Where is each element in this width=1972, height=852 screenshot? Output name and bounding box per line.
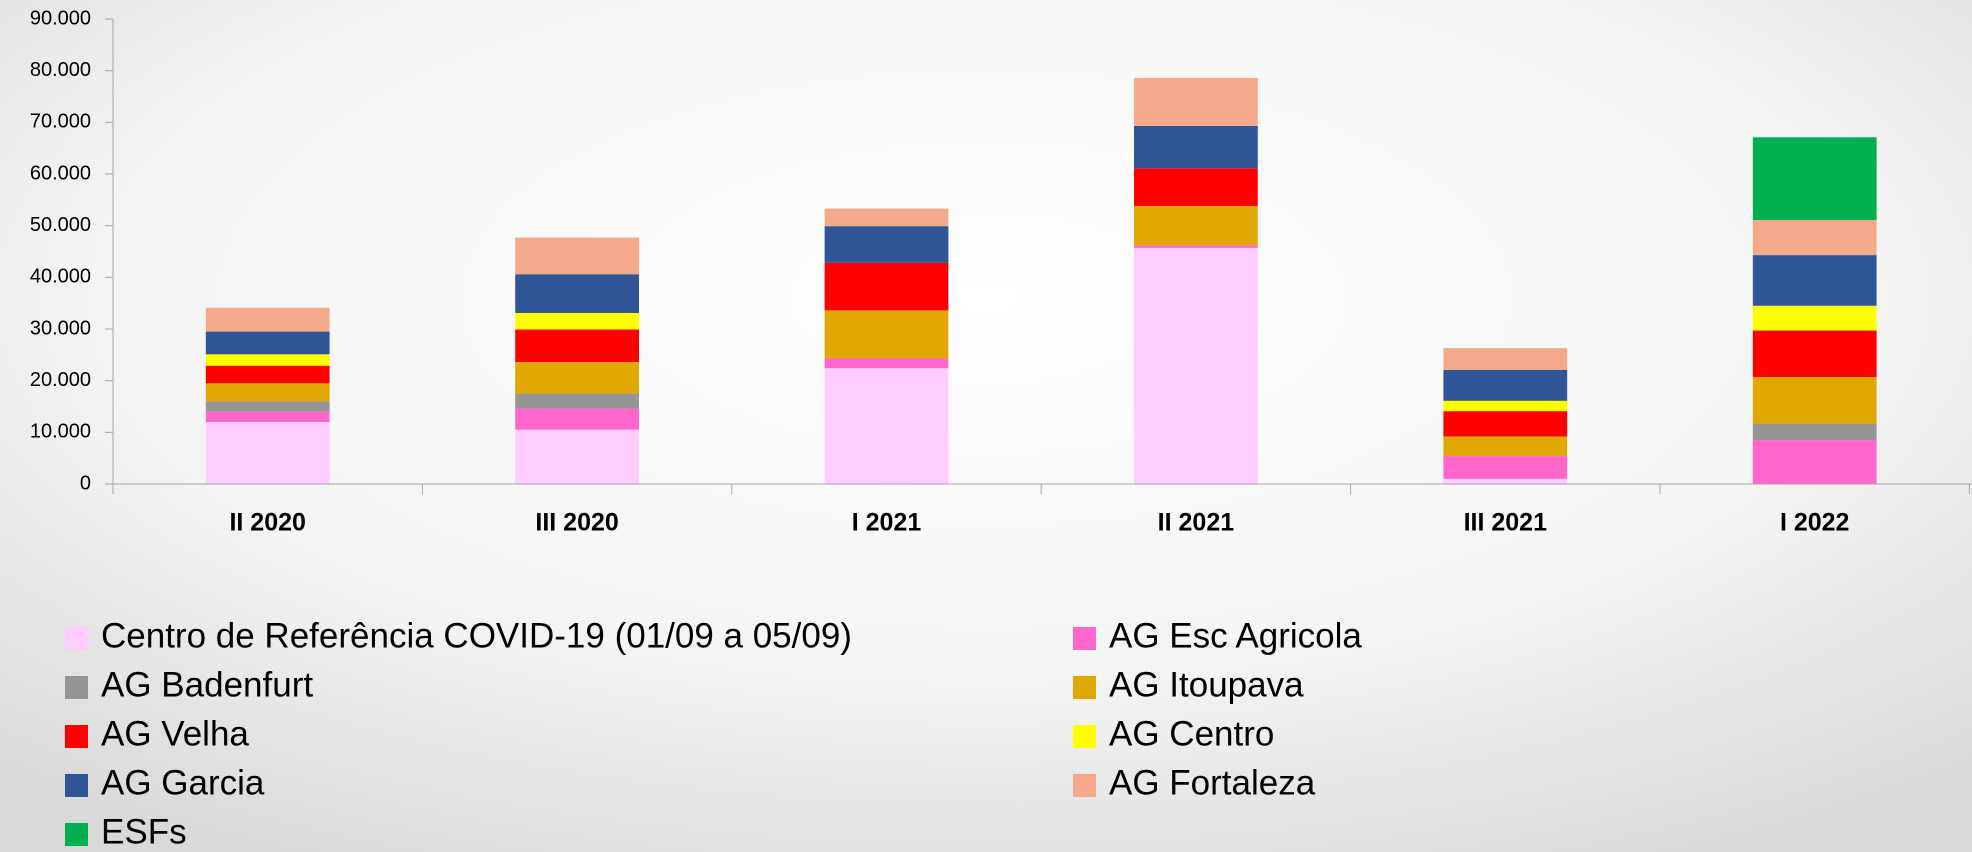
legend-swatch <box>65 627 88 650</box>
legend-label: AG Esc Agricola <box>1109 616 1362 655</box>
bar-segment <box>1443 478 1568 484</box>
bar-segment <box>205 331 330 355</box>
bar-segment <box>515 362 639 394</box>
legend-label: ESFs <box>101 812 187 851</box>
legend-swatch <box>1073 676 1096 699</box>
bar-segment <box>824 226 949 263</box>
bar-segment <box>515 274 639 313</box>
bar-segment <box>205 365 330 384</box>
bar-segment <box>1752 377 1877 424</box>
bar-segment <box>824 310 949 359</box>
bar-segment <box>1752 219 1877 256</box>
y-tick-label: 40.000 <box>30 266 91 288</box>
legend-label: AG Fortaleza <box>1109 763 1316 802</box>
bar-segment <box>1443 348 1568 370</box>
legend-swatch <box>65 676 88 699</box>
y-tick-label: 50.000 <box>30 214 91 236</box>
bar-segment <box>1752 255 1877 306</box>
bar-segment <box>205 307 330 332</box>
legend-label: AG Badenfurt <box>101 665 313 704</box>
legend-swatch <box>65 725 88 748</box>
legend-swatch <box>1073 725 1096 748</box>
y-tick-label: 80.000 <box>30 59 91 81</box>
bar-segment <box>1752 305 1877 331</box>
legend-label: Centro de Referência COVID-19 (01/09 a 0… <box>101 616 852 655</box>
bar-segment <box>824 208 949 227</box>
legend-label: AG Itoupava <box>1109 665 1304 704</box>
legend-swatch <box>65 823 88 846</box>
bar-segment <box>205 422 330 484</box>
y-tick-label: 70.000 <box>30 111 91 133</box>
bar-segment <box>205 411 330 422</box>
bar-segment <box>824 358 949 369</box>
bar-segment <box>515 329 639 363</box>
bar-segment <box>515 429 639 484</box>
legend-label: AG Velha <box>101 714 249 753</box>
y-tick-label: 10.000 <box>30 421 91 443</box>
x-tick-label: I 2021 <box>852 509 922 537</box>
bar-segment <box>1134 245 1258 248</box>
bar-segment <box>515 312 639 330</box>
bar-segment <box>1752 440 1877 484</box>
y-tick-label: 0 <box>80 472 91 494</box>
x-tick-label: II 2021 <box>1158 509 1235 537</box>
bar-segment <box>205 383 330 402</box>
x-tick-label: III 2020 <box>535 509 618 537</box>
bar-segment <box>1443 456 1568 479</box>
bar-segment <box>1752 330 1877 378</box>
bar-segment <box>1443 436 1568 457</box>
bar-segment <box>205 354 330 366</box>
legend-swatch <box>65 774 88 797</box>
bar-segment <box>515 237 639 275</box>
y-tick-label: 20.000 <box>30 369 91 391</box>
bar-segment <box>824 368 949 484</box>
bar-segment <box>1134 77 1258 126</box>
bar-segment <box>515 393 639 409</box>
bar-segment <box>1443 400 1568 412</box>
bar-segment <box>205 401 330 412</box>
bar-segment <box>1443 369 1568 401</box>
bar-segment <box>1134 247 1258 484</box>
x-tick-label: I 2022 <box>1780 509 1850 537</box>
y-tick-label: 60.000 <box>30 162 91 184</box>
y-tick-label: 30.000 <box>30 317 91 339</box>
bar-segment <box>1134 125 1258 169</box>
legend-label: AG Centro <box>1109 714 1274 753</box>
legend-swatch <box>1073 774 1096 797</box>
bar-segment <box>1752 137 1877 220</box>
bar-segment <box>1443 411 1568 437</box>
x-tick-label: II 2020 <box>229 509 305 537</box>
legend-label: AG Garcia <box>101 763 265 802</box>
bar-segment <box>1134 168 1258 207</box>
x-tick-label: III 2021 <box>1464 509 1547 537</box>
y-tick-label: 90.000 <box>30 7 91 29</box>
legend-swatch <box>1073 627 1096 650</box>
bar-segment <box>1134 206 1258 246</box>
bar-segment <box>824 262 949 311</box>
bar-segment <box>515 408 639 430</box>
bar-segment <box>1752 423 1877 441</box>
